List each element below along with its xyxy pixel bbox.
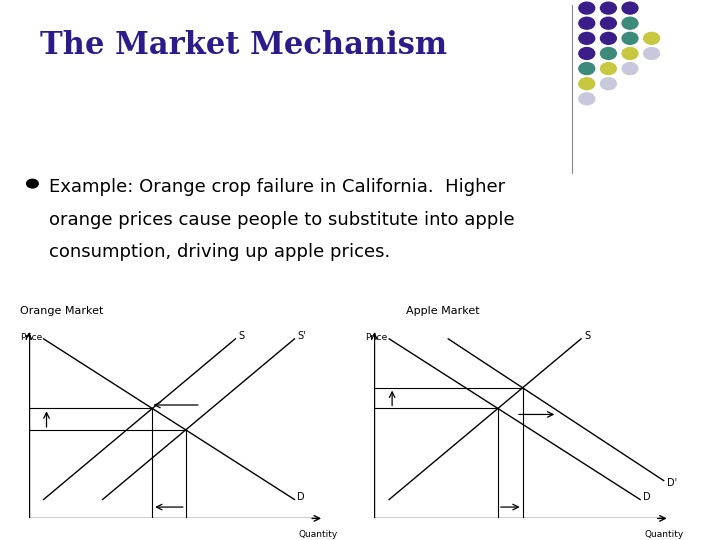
- Text: S: S: [584, 331, 590, 341]
- Text: orange prices cause people to substitute into apple: orange prices cause people to substitute…: [49, 211, 515, 228]
- Text: Price: Price: [366, 333, 388, 342]
- Text: Quantity: Quantity: [644, 530, 683, 539]
- Text: S: S: [238, 331, 245, 341]
- Text: D': D': [667, 478, 677, 488]
- Text: Price: Price: [20, 333, 42, 342]
- Text: Quantity: Quantity: [299, 530, 338, 539]
- Text: The Market Mechanism: The Market Mechanism: [40, 30, 446, 60]
- Text: Apple Market: Apple Market: [406, 306, 480, 316]
- Text: Example: Orange crop failure in California.  Higher: Example: Orange crop failure in Californ…: [49, 178, 505, 196]
- Text: D: D: [643, 491, 651, 502]
- Text: consumption, driving up apple prices.: consumption, driving up apple prices.: [49, 243, 390, 261]
- Text: Orange Market: Orange Market: [19, 306, 103, 316]
- Text: D: D: [297, 491, 305, 502]
- Text: S': S': [297, 331, 306, 341]
